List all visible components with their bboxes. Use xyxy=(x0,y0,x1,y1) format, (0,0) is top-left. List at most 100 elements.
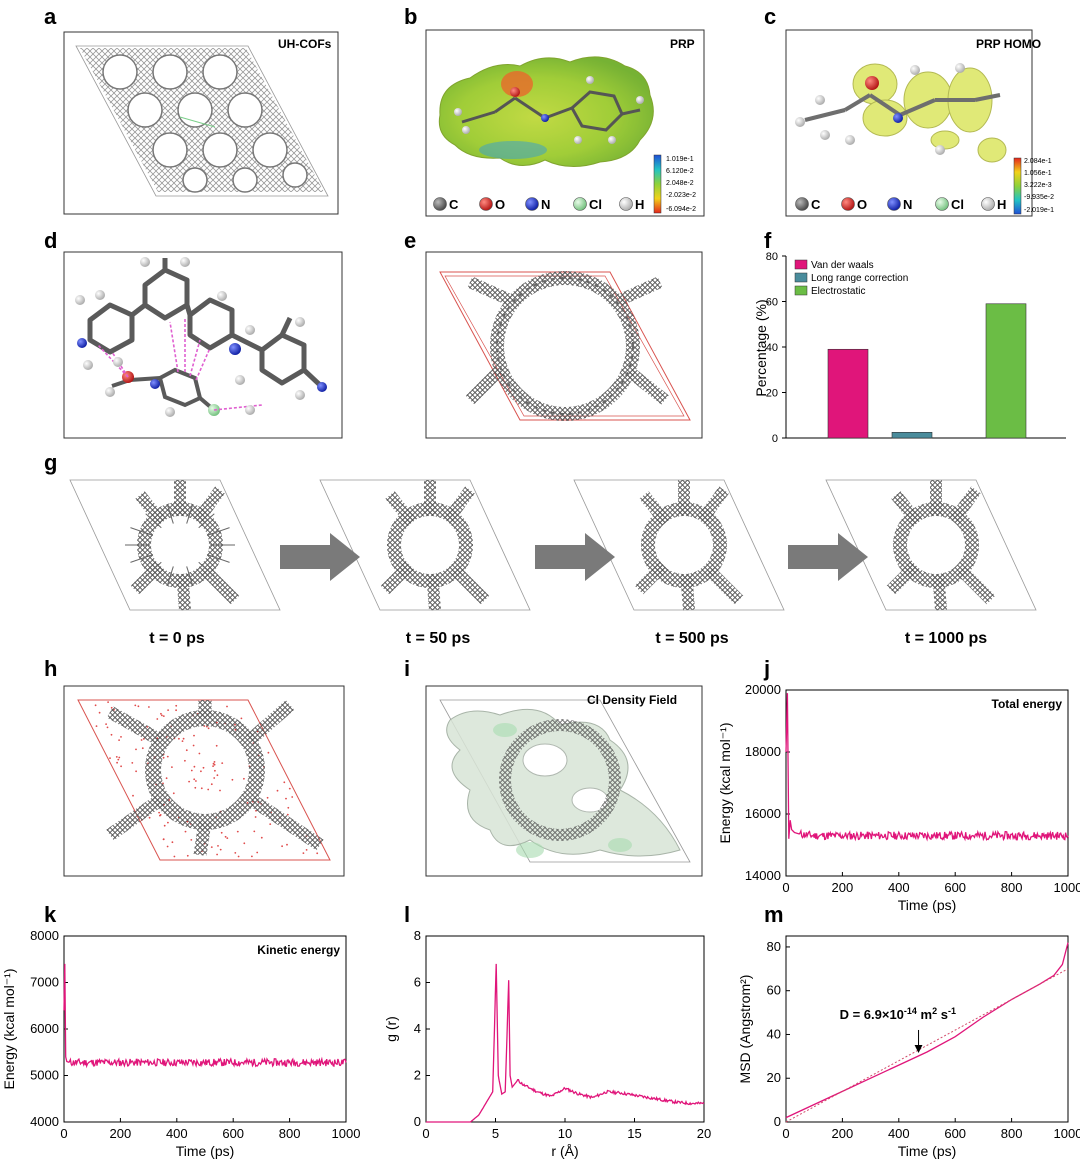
legend-atom-h xyxy=(981,197,995,211)
panel-letter-i: i xyxy=(404,656,410,681)
series-line-2 xyxy=(785,968,1069,1123)
panel-i: Cl Density Field xyxy=(425,685,703,877)
panel-d xyxy=(63,251,343,439)
cl-dot xyxy=(132,794,134,797)
f-bar-1 xyxy=(827,348,869,439)
cl-dot xyxy=(109,757,111,759)
legend-atom-o xyxy=(479,197,493,211)
x-tick-label: 200 xyxy=(832,880,854,895)
y-tick-label: 7000 xyxy=(30,975,59,990)
f-bar-2 xyxy=(891,432,933,439)
cl-dot xyxy=(175,704,178,707)
cl-dot xyxy=(243,777,245,780)
guest-chain xyxy=(145,513,162,529)
y-tick-label: 4000 xyxy=(30,1114,59,1129)
cl-dot xyxy=(116,761,118,764)
panel-letter-g: g xyxy=(44,450,57,475)
snapshot-linker xyxy=(639,491,671,527)
guest-chain xyxy=(186,505,193,524)
cl-dot xyxy=(188,780,191,783)
edge-nitrogen-2 xyxy=(317,382,327,392)
x-tick-label: 200 xyxy=(110,1126,132,1141)
cl-dot xyxy=(166,755,169,758)
cb-b-tick-3: 2.048e-2 xyxy=(666,180,694,187)
chart-rdf: 0 5 10 15 20 0 2 4 6 8 r (Å) g (r) xyxy=(383,928,711,1159)
snapshot-linker xyxy=(130,561,164,595)
pore-wall-i xyxy=(499,719,621,841)
cb-c-tick-2: 1.056e-1 xyxy=(1024,170,1052,177)
panel-letter-k: k xyxy=(44,902,57,927)
f-ytick-label: 0 xyxy=(772,433,778,445)
homo-oxygen xyxy=(865,76,879,90)
x-axis-label: Time (ps) xyxy=(176,1143,235,1159)
cl-dot xyxy=(194,786,197,789)
noncovalent-contacts xyxy=(97,318,263,411)
x-axis-label: Time (ps) xyxy=(898,1143,957,1159)
legend-label-es: Electrostatic xyxy=(811,286,865,297)
series-line-1 xyxy=(426,963,705,1123)
legend-atom-o xyxy=(841,197,855,211)
legend-label-h: H xyxy=(997,197,1006,212)
cl-dot xyxy=(120,765,122,768)
unit-cell xyxy=(75,45,329,197)
panel-letter-d: d xyxy=(44,228,57,253)
f-ytick-label: 80 xyxy=(766,251,778,263)
x-tick-label: 1000 xyxy=(1054,880,1080,895)
prp-hydrogens xyxy=(454,76,644,144)
cl-dot xyxy=(141,747,144,750)
cl-dot xyxy=(167,821,169,824)
legend-swatch-vdw xyxy=(794,259,808,270)
cl-dot xyxy=(172,792,175,795)
chart-title: Total energy xyxy=(992,697,1063,711)
cl-dot xyxy=(243,842,246,845)
homo-hydrogens xyxy=(795,63,965,155)
legend-label-c: C xyxy=(811,197,821,212)
panel-letter-a: a xyxy=(44,4,57,29)
cof-pores xyxy=(102,54,308,193)
snapshot-linker xyxy=(891,491,923,527)
homo-nitrogen xyxy=(893,113,903,123)
y-tick-label: 20000 xyxy=(745,682,781,697)
cl-dot xyxy=(198,752,201,755)
snapshot-cell xyxy=(319,479,531,611)
snapshot-linker xyxy=(380,561,414,595)
y-tick-label: 2 xyxy=(414,1068,421,1083)
panel-letter-m: m xyxy=(764,902,784,927)
cl-dot xyxy=(156,718,159,720)
x-tick-label: 0 xyxy=(782,1126,789,1141)
plot-frame xyxy=(785,935,1069,1123)
cl-dot xyxy=(207,727,210,730)
x-tick-label: 0 xyxy=(422,1126,429,1141)
cb-b-tick-5: -6.094e-2 xyxy=(666,206,696,213)
cl-dot xyxy=(162,715,165,717)
chart-msd: 0 200 400 600 800 1000 0 20 40 60 80 Time (ps) MSD (… xyxy=(737,935,1080,1159)
panel-c: PRP HOMO 2.084e-1 1.056e-1 3.222e-3 -9.9… xyxy=(785,29,1054,217)
h-linkers xyxy=(106,700,324,856)
legend-label-vdw: Van der waals xyxy=(811,260,874,271)
guest-chain xyxy=(186,566,193,585)
legend-label-o: O xyxy=(495,197,505,212)
cb-b-tick-1: 1.019e-1 xyxy=(666,156,694,163)
cl-dot xyxy=(212,765,215,767)
cl-dot xyxy=(181,740,184,742)
label-part: m xyxy=(917,1007,932,1022)
guest-chain xyxy=(198,513,215,529)
x-tick-label: 200 xyxy=(832,1126,854,1141)
x-tick-label: 800 xyxy=(279,1126,301,1141)
cl-dot xyxy=(202,766,205,769)
panel-f: 0 20 40 60 80 Percentage (%) Van der waals L… xyxy=(753,251,1066,445)
legend-atom-h xyxy=(619,197,633,211)
guest-molecule xyxy=(179,116,216,128)
cl-dot xyxy=(137,705,140,708)
snapshot-linker xyxy=(385,491,417,527)
x-tick-label: 0 xyxy=(60,1126,67,1141)
panel-letter-l: l xyxy=(404,902,410,927)
cl-dot xyxy=(171,766,173,768)
time-label-0: t = 0 ps xyxy=(149,630,205,647)
cl-dot xyxy=(216,774,219,777)
snapshot-cell xyxy=(69,479,281,611)
legend-atom-c xyxy=(433,197,447,211)
edge-nitrogen xyxy=(77,338,87,348)
snapshot-linker xyxy=(949,486,981,524)
